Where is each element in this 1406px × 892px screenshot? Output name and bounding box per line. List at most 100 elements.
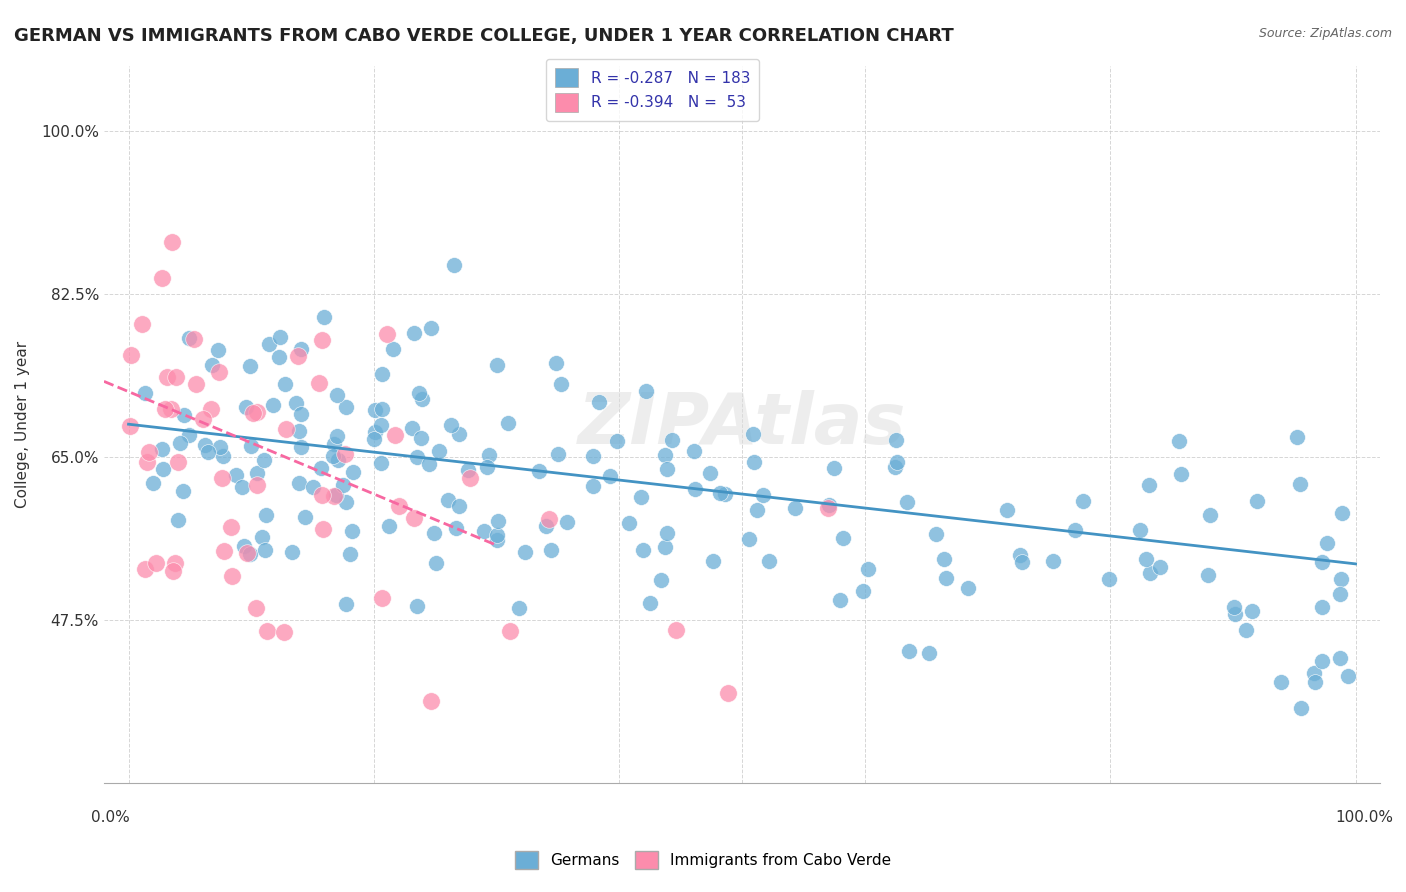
- Point: [1316, 536, 1339, 550]
- Point: [472, 524, 495, 538]
- Point: [709, 486, 731, 500]
- Point: [440, 418, 463, 433]
- Point: [262, 398, 284, 412]
- Point: [150, 442, 173, 456]
- Point: [177, 331, 200, 345]
- Point: [1129, 523, 1152, 537]
- Point: [142, 476, 165, 491]
- Point: [683, 482, 706, 496]
- Point: [606, 434, 628, 448]
- Point: [582, 479, 605, 493]
- Point: [311, 333, 333, 347]
- Point: [156, 370, 179, 384]
- Point: [288, 475, 311, 490]
- Point: [1223, 599, 1246, 614]
- Point: [136, 455, 159, 469]
- Text: 100.0%: 100.0%: [1334, 810, 1393, 825]
- Text: GERMAN VS IMMIGRANTS FROM CABO VERDE COLLEGE, UNDER 1 YEAR CORRELATION CHART: GERMAN VS IMMIGRANTS FROM CABO VERDE COL…: [14, 27, 953, 45]
- Point: [1330, 506, 1353, 520]
- Point: [404, 511, 426, 525]
- Point: [745, 502, 768, 516]
- Point: [449, 426, 471, 441]
- Point: [245, 601, 267, 615]
- Point: [145, 556, 167, 570]
- Point: [312, 522, 335, 536]
- Point: [582, 449, 605, 463]
- Point: [131, 317, 153, 331]
- Point: [485, 358, 508, 372]
- Point: [269, 330, 291, 344]
- Point: [540, 543, 562, 558]
- Point: [242, 406, 264, 420]
- Point: [1199, 508, 1222, 522]
- Point: [717, 686, 740, 700]
- Point: [290, 342, 312, 356]
- Point: [1011, 555, 1033, 569]
- Point: [363, 432, 385, 446]
- Point: [335, 597, 357, 611]
- Point: [758, 554, 780, 568]
- Text: 0.0%: 0.0%: [91, 810, 129, 825]
- Point: [335, 401, 357, 415]
- Point: [382, 342, 405, 356]
- Point: [538, 512, 561, 526]
- Point: [401, 420, 423, 434]
- Point: [1135, 552, 1157, 566]
- Text: ZIPAtlas: ZIPAtlas: [578, 390, 907, 458]
- Point: [1289, 701, 1312, 715]
- Point: [1289, 477, 1312, 491]
- Point: [1139, 566, 1161, 580]
- Point: [339, 547, 361, 561]
- Point: [934, 552, 956, 566]
- Point: [682, 444, 704, 458]
- Point: [326, 429, 349, 443]
- Point: [200, 401, 222, 416]
- Point: [138, 444, 160, 458]
- Point: [150, 271, 173, 285]
- Point: [245, 466, 267, 480]
- Point: [418, 457, 440, 471]
- Point: [550, 377, 572, 392]
- Point: [239, 439, 262, 453]
- Text: Source: ZipAtlas.com: Source: ZipAtlas.com: [1258, 27, 1392, 40]
- Point: [165, 369, 187, 384]
- Point: [173, 408, 195, 422]
- Point: [340, 524, 363, 539]
- Point: [896, 495, 918, 509]
- Point: [402, 326, 425, 341]
- Point: [254, 508, 277, 522]
- Point: [253, 543, 276, 558]
- Point: [302, 481, 325, 495]
- Point: [443, 258, 465, 272]
- Point: [1310, 654, 1333, 668]
- Point: [508, 601, 530, 615]
- Point: [326, 388, 349, 402]
- Point: [166, 455, 188, 469]
- Point: [1310, 555, 1333, 569]
- Point: [236, 546, 259, 560]
- Point: [207, 343, 229, 357]
- Point: [212, 449, 235, 463]
- Point: [408, 386, 430, 401]
- Point: [650, 573, 672, 587]
- Point: [378, 519, 401, 533]
- Point: [276, 422, 298, 436]
- Point: [257, 336, 280, 351]
- Point: [423, 525, 446, 540]
- Point: [172, 484, 194, 499]
- Point: [419, 321, 441, 335]
- Point: [661, 434, 683, 448]
- Point: [884, 433, 907, 447]
- Point: [477, 460, 499, 475]
- Point: [1137, 477, 1160, 491]
- Point: [1329, 587, 1351, 601]
- Point: [325, 488, 347, 502]
- Point: [388, 500, 411, 514]
- Point: [1168, 434, 1191, 449]
- Point: [1149, 560, 1171, 574]
- Point: [498, 624, 520, 638]
- Point: [335, 447, 357, 461]
- Point: [273, 625, 295, 640]
- Point: [201, 359, 224, 373]
- Point: [406, 450, 429, 464]
